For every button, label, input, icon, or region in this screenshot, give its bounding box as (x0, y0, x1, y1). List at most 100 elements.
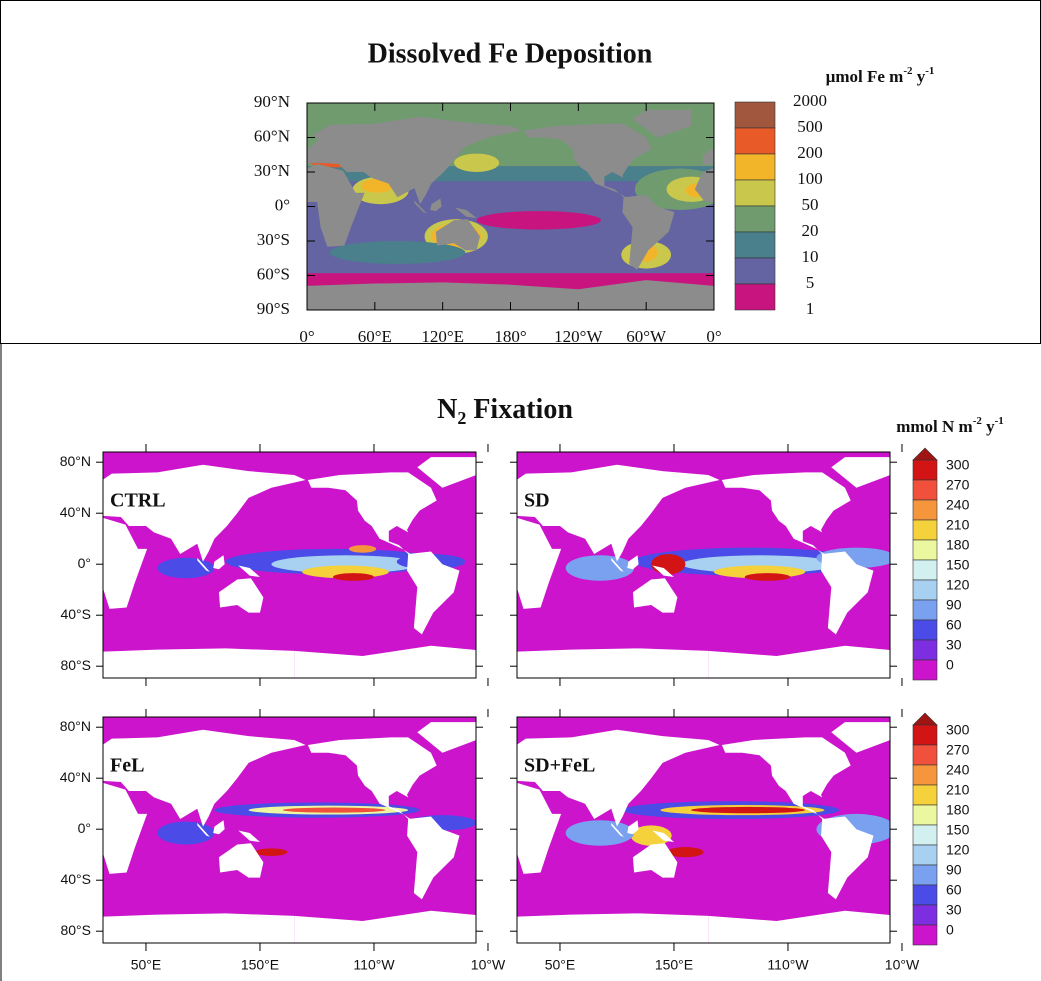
y-tick-label: 60°N (254, 126, 290, 145)
land (455, 207, 477, 218)
y-tick-label: 30°S (257, 230, 290, 249)
colorbar-label: 150 (946, 557, 970, 573)
colorbar-box (912, 459, 938, 481)
land (0, 816, 52, 899)
land (1022, 558, 1035, 572)
colorbar-box (912, 844, 938, 866)
land (238, 565, 260, 577)
land (821, 551, 874, 635)
field-patch (329, 241, 466, 264)
land (407, 551, 460, 635)
land (708, 645, 890, 678)
map-frame (102, 716, 477, 944)
x-tick-label: 50°E (131, 957, 162, 973)
title-text: Fixation (466, 394, 573, 425)
land (0, 280, 104, 316)
colorbar-box (912, 519, 938, 541)
x-tick-label: 10°W (885, 957, 920, 973)
colorbar-box (912, 784, 938, 806)
top-title: Dissolved Fe Deposition (368, 38, 653, 69)
colorbar-label: 0 (946, 657, 954, 673)
colorbar-box (734, 205, 776, 233)
colorbar-label: 200 (797, 143, 823, 162)
land (611, 557, 624, 572)
colorbar-box (912, 744, 938, 766)
land (435, 219, 480, 251)
colorbar-extend (912, 447, 938, 461)
field-patch (476, 211, 601, 230)
units-text: y (913, 67, 926, 86)
colorbar-label: 270 (946, 477, 970, 493)
colorbar-box (912, 639, 938, 661)
colorbar-label: 180 (946, 802, 970, 818)
land (0, 472, 26, 554)
top-units: µmol Fe m-2 y-1 (826, 65, 935, 86)
land (103, 464, 306, 562)
land (307, 472, 437, 554)
panel-label: SD+FeL (524, 755, 595, 777)
x-tick-label: 120°E (421, 327, 464, 346)
colorbar-box (734, 283, 776, 311)
land (708, 910, 890, 943)
units-text: mmol N m (896, 417, 972, 436)
land (213, 555, 225, 570)
x-tick-label: 110°W (767, 957, 809, 973)
land (1038, 555, 1041, 569)
colorbar-box (912, 924, 938, 946)
colorbar-label: 240 (946, 497, 970, 513)
colorbar-box (912, 659, 938, 681)
land (652, 565, 674, 577)
x-tick-label: 120°W (554, 327, 603, 346)
land (218, 843, 264, 878)
land (524, 123, 652, 198)
colorbar-label: 300 (946, 457, 970, 473)
land (652, 830, 674, 842)
y-tick-label: 0° (78, 555, 91, 571)
field-patch (223, 243, 250, 261)
colorbar-box (912, 884, 938, 906)
field-patch (0, 815, 66, 830)
land (0, 472, 30, 554)
field-patch (744, 573, 791, 581)
colorbar-label: 240 (946, 762, 970, 778)
field-patch (838, 224, 888, 249)
land (7, 457, 66, 488)
colorbar-box (912, 864, 938, 886)
land (694, 167, 714, 202)
land (0, 551, 52, 634)
x-tick-label: 10°W (471, 957, 506, 973)
land (197, 557, 210, 572)
colorbar-box (734, 153, 776, 181)
y-tick-label: 80°S (60, 922, 91, 938)
colorbar-label: 210 (946, 782, 970, 798)
land (0, 737, 30, 819)
title-sub: 2 (457, 408, 466, 428)
field-patch (832, 219, 895, 254)
x-tick-label: 0° (299, 327, 314, 346)
field-patch (348, 545, 377, 553)
bottom-title: N2 Fixation (437, 394, 573, 428)
field-patch (667, 847, 704, 858)
colorbar-box (734, 257, 776, 285)
land (407, 816, 460, 900)
colorbar-extend (912, 712, 938, 726)
land (7, 722, 66, 753)
land (103, 913, 295, 943)
land (218, 578, 264, 613)
land (103, 648, 295, 678)
land (1022, 823, 1035, 837)
colorbar-box (912, 724, 938, 746)
field-patch (630, 825, 672, 846)
units-sup: -1 (995, 415, 1004, 427)
colorbar-label: 120 (946, 577, 970, 593)
y-tick-label: 40°N (60, 504, 91, 520)
land (831, 722, 890, 753)
colorbar-label: 300 (946, 722, 970, 738)
panel-label: SD (524, 490, 550, 512)
colorbar-label: 60 (946, 882, 962, 898)
land (517, 782, 562, 874)
x-tick-label: 110°W (353, 957, 395, 973)
land (103, 517, 148, 609)
field-patch (976, 820, 1041, 846)
units-sup: -1 (925, 65, 934, 77)
